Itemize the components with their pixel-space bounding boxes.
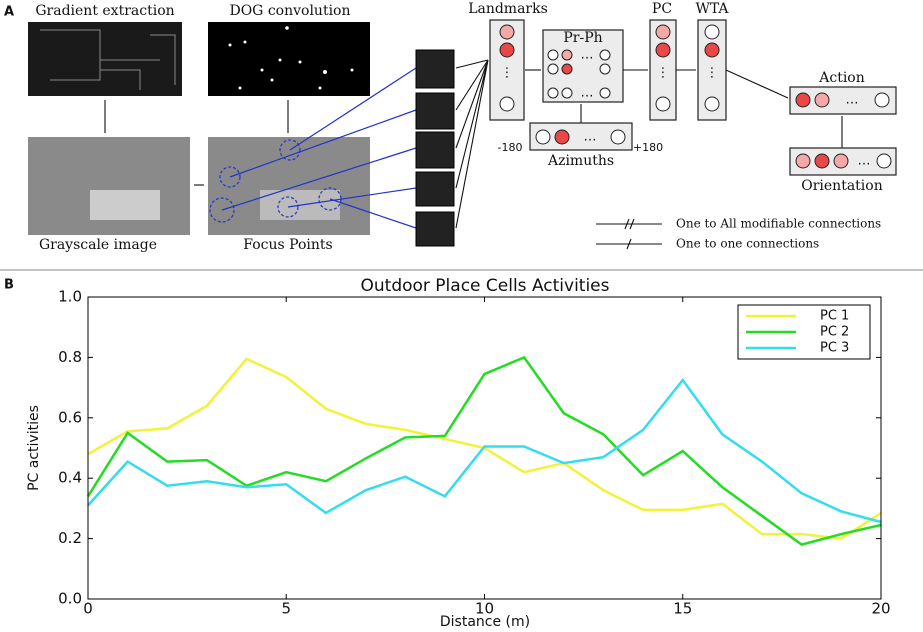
focus-circles xyxy=(209,67,417,229)
caption: Orientation xyxy=(801,178,882,194)
legend-label: PC 1 xyxy=(820,309,849,324)
caption: Focus Points xyxy=(243,237,332,253)
x-axis-label: Distance (m) xyxy=(440,614,530,630)
caption: Pr-Ph xyxy=(563,30,602,46)
series-line xyxy=(86,355,882,547)
x-tick-label: 10 xyxy=(475,600,494,618)
patches xyxy=(415,49,455,247)
image xyxy=(208,137,370,235)
image xyxy=(208,22,370,96)
svg-text:…: … xyxy=(581,86,594,101)
caption: +180 xyxy=(633,141,663,154)
svg-text:…: … xyxy=(584,130,597,145)
x-tick-label: 0 xyxy=(83,600,93,618)
panel-label: B xyxy=(4,278,14,293)
legend-label: PC 3 xyxy=(820,341,849,356)
series-line xyxy=(87,377,882,524)
caption: Grayscale image xyxy=(39,237,157,253)
svg-text:…: … xyxy=(581,48,594,63)
legend-text: One to one connections xyxy=(676,237,819,251)
image-dots xyxy=(228,26,354,90)
y-axis-label: PC activities xyxy=(26,405,42,491)
caption: Gradient extraction xyxy=(35,3,174,19)
x-tick-label: 5 xyxy=(281,600,291,618)
svg-text:⋮: ⋮ xyxy=(657,66,670,81)
patch-links xyxy=(455,59,489,229)
caption: -180 xyxy=(498,141,523,154)
plot-frame xyxy=(87,296,882,600)
svg-text:⋮: ⋮ xyxy=(501,66,514,81)
image-detail xyxy=(90,190,160,220)
panel-b: B Outdoor Place Cells Activities Distanc… xyxy=(4,276,891,630)
legend-text: One to All modifiable connections xyxy=(676,217,881,231)
x-tick-label: 20 xyxy=(871,600,890,618)
panel-label: A xyxy=(4,5,14,20)
image xyxy=(28,22,182,96)
y-tick-label: 0.4 xyxy=(58,469,82,487)
chart-title: Outdoor Place Cells Activities xyxy=(361,276,610,296)
caption: WTA xyxy=(695,1,729,17)
series-line xyxy=(87,357,882,540)
y-tick-label: 1.0 xyxy=(58,288,82,306)
caption: Landmarks xyxy=(468,1,548,17)
caption: Action xyxy=(818,70,865,86)
image xyxy=(28,137,190,235)
caption: Azimuths xyxy=(547,153,614,169)
x-tick-label: 15 xyxy=(673,600,692,618)
y-tick-label: 0.8 xyxy=(58,348,82,366)
caption: DOG convolution xyxy=(229,3,350,19)
svg-text:⋮: ⋮ xyxy=(706,66,719,81)
legend-label: PC 2 xyxy=(820,325,849,340)
svg-text:…: … xyxy=(858,154,871,169)
y-tick-label: 0.2 xyxy=(58,529,82,547)
y-tick-label: 0.6 xyxy=(58,408,82,426)
y-tick-label: 0.0 xyxy=(58,590,82,608)
caption: PC xyxy=(652,1,672,17)
image-edges xyxy=(40,29,176,90)
svg-text:…: … xyxy=(846,93,859,108)
arrow xyxy=(725,69,789,99)
panel-a: A Gradient extraction DOG convolution Gr… xyxy=(0,1,923,271)
